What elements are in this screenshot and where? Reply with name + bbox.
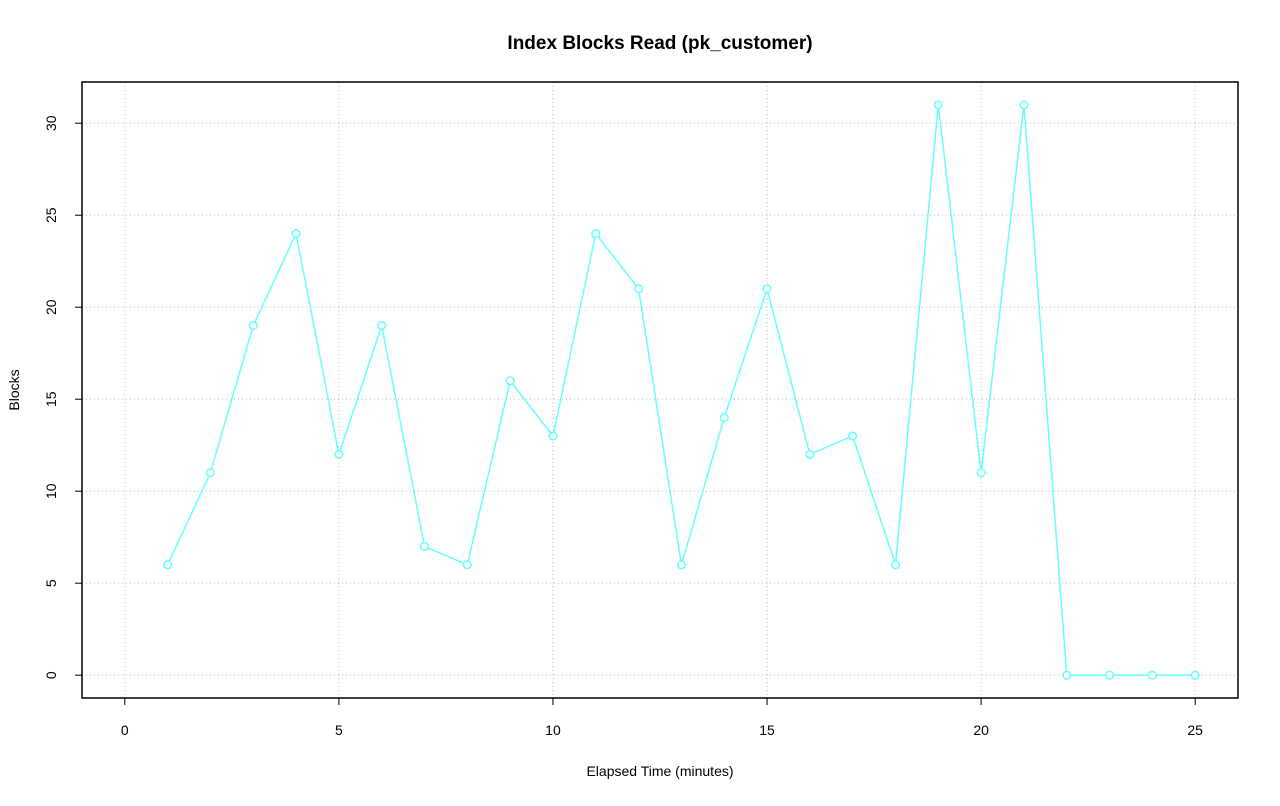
data-point — [1019, 100, 1029, 110]
y-tick-label: 10 — [43, 483, 59, 499]
data-point — [419, 541, 430, 551]
data-point — [1062, 670, 1072, 680]
x-axis-label: Elapsed Time (minutes) — [586, 763, 733, 779]
data-point — [334, 449, 344, 459]
data-point — [976, 468, 986, 478]
data-point — [377, 321, 387, 331]
x-tick-label: 10 — [545, 722, 561, 738]
plot-frame — [81, 81, 1239, 699]
data-point — [591, 229, 601, 239]
chart-title: Index Blocks Read (pk_customer) — [507, 33, 812, 54]
data-point — [205, 468, 215, 478]
data-point — [805, 449, 815, 459]
data-point — [848, 431, 858, 441]
x-tick-label: 0 — [121, 722, 129, 738]
y-tick-label: 15 — [43, 391, 59, 407]
x-tick-label: 15 — [759, 722, 775, 738]
data-point — [1147, 670, 1157, 680]
data-point — [163, 560, 173, 570]
x-tick-label: 5 — [335, 722, 343, 738]
data-point — [1105, 670, 1115, 680]
data-point — [248, 321, 258, 331]
data-point — [1190, 670, 1200, 680]
data-point — [548, 431, 558, 441]
y-tick-label: 20 — [43, 299, 59, 315]
data-point — [762, 284, 772, 294]
data-point — [505, 376, 515, 386]
y-tick-label: 5 — [43, 579, 59, 587]
y-tick-label: 30 — [43, 115, 59, 131]
data-point — [676, 560, 686, 570]
x-tick-label: 25 — [1187, 722, 1203, 738]
data-point — [719, 413, 729, 423]
data-point — [634, 284, 644, 294]
y-tick-label: 25 — [43, 207, 59, 223]
data-point — [933, 100, 943, 110]
y-axis-label: Blocks — [6, 369, 22, 410]
data-point — [462, 560, 472, 570]
y-tick-label: 0 — [43, 671, 59, 679]
data-line — [166, 104, 1196, 676]
data-point — [291, 229, 301, 239]
x-tick-label: 20 — [973, 722, 989, 738]
data-point — [890, 560, 901, 570]
